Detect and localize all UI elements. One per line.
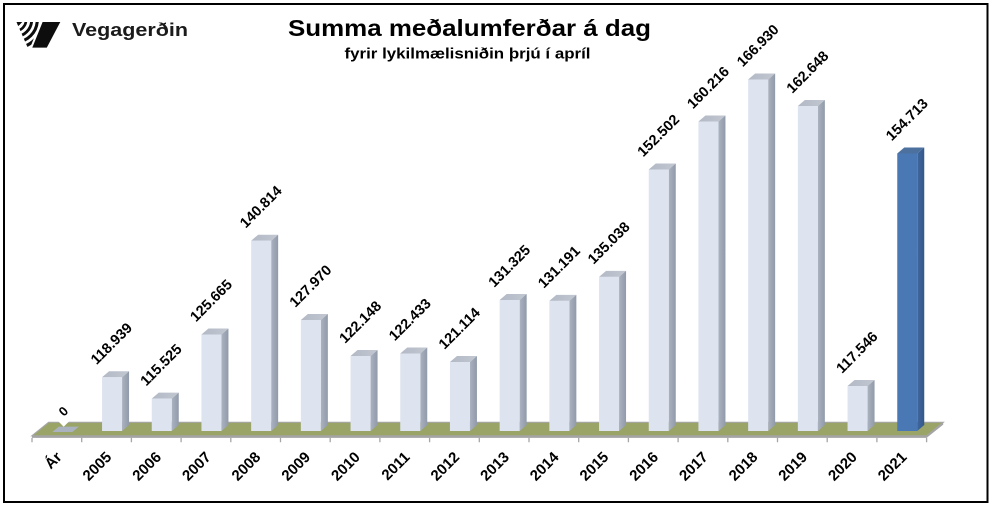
svg-text:Vegagerðin: Vegagerðin: [72, 19, 188, 40]
svg-text:fyrir lykilmælisniðin þrjú í a: fyrir lykilmælisniðin þrjú í apríl: [345, 46, 591, 63]
svg-text:Summa meðalumferðar á dag: Summa meðalumferðar á dag: [288, 15, 651, 41]
